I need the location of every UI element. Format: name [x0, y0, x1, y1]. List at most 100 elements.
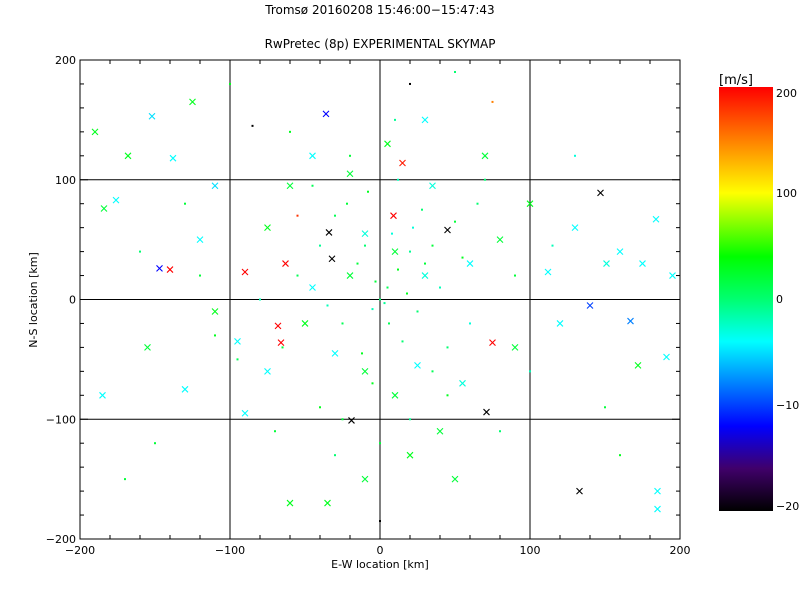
data-point-dot [371, 382, 374, 385]
colorbar-tick-label: 100 [776, 187, 797, 200]
data-point-dot [296, 214, 299, 217]
data-point-dot [476, 202, 479, 205]
colorbar-tick-label: 200 [776, 87, 797, 100]
data-point-dot [214, 334, 216, 337]
data-point-dot [409, 418, 411, 421]
data-point-dot [236, 358, 239, 361]
x-tick-label: −200 [65, 544, 95, 557]
colorbar-tick-labels: 200 100 0 −100 −200 [776, 87, 800, 513]
data-point-cross [322, 110, 330, 118]
data-point-dot [124, 478, 126, 481]
x-axis-label: E-W location [km] [331, 558, 429, 571]
data-point-dot [379, 520, 381, 523]
data-point-cross [100, 205, 108, 212]
data-point-dot [289, 130, 291, 133]
data-point-dot [334, 454, 336, 457]
colorbar-tick-label: −200 [776, 500, 800, 513]
data-point-cross [211, 182, 219, 190]
data-point-dot [364, 244, 366, 247]
data-point-cross [669, 272, 676, 279]
data-point-cross [603, 260, 610, 267]
data-point-cross [436, 427, 444, 435]
colorbar [719, 87, 773, 511]
data-point-dot [184, 202, 186, 205]
data-point-cross [489, 339, 496, 346]
data-point-cross [526, 200, 534, 208]
data-point-cross [481, 152, 489, 160]
data-point-cross [444, 226, 451, 234]
data-point-dot [409, 82, 411, 85]
data-point-cross [156, 264, 163, 272]
axis-ticks [79, 59, 681, 540]
data-point-dot [341, 418, 344, 421]
data-point-dot [412, 226, 414, 229]
data-point-dot [406, 292, 408, 295]
data-point-dot [574, 154, 576, 157]
data-point-dot [367, 190, 369, 193]
data-point-cross [414, 361, 421, 369]
x-tick-label: 200 [670, 544, 691, 557]
data-point-cross [483, 408, 490, 416]
data-point-cross [346, 272, 354, 279]
data-point-dot [491, 100, 494, 103]
data-point-dot [499, 430, 501, 433]
data-point-cross [346, 170, 354, 178]
x-tick-label: −100 [215, 544, 245, 557]
data-point-cross [328, 255, 336, 263]
data-point-cross [148, 112, 156, 120]
data-point-dot [484, 178, 486, 181]
data-point-cross [654, 487, 661, 495]
x-tick-label: 0 [377, 544, 384, 557]
data-point-cross [112, 196, 120, 204]
data-point-cross [264, 367, 271, 375]
data-point-dot [379, 298, 381, 301]
data-point-cross [496, 236, 504, 244]
data-point-dot [388, 322, 390, 325]
data-point-cross [241, 268, 249, 276]
data-point-cross [421, 272, 429, 279]
y-tick-label: −100 [46, 413, 76, 426]
data-point-dot [431, 244, 434, 247]
data-point-cross [654, 505, 661, 513]
data-point-cross [309, 152, 316, 160]
data-point-cross [169, 154, 177, 162]
data-point-cross [91, 128, 99, 136]
colorbar-tick-label: 0 [776, 293, 783, 306]
data-point-dot [454, 70, 456, 73]
data-point-cross [166, 266, 174, 273]
data-point-cross [406, 451, 414, 459]
data-point-cross [429, 182, 436, 190]
data-point-dot [409, 250, 411, 253]
data-point-cross [576, 487, 583, 495]
chart-title: Tromsø 20160208 15:46:00−15:47:43 [264, 3, 494, 17]
data-point-cross [324, 499, 331, 507]
data-point-cross [211, 308, 219, 315]
data-point-dot [394, 118, 396, 121]
data-point-dot [154, 442, 156, 445]
data-point-cross [616, 248, 624, 255]
data-point-cross [282, 260, 289, 267]
data-point-dot [374, 280, 377, 283]
data-point-dot [461, 256, 464, 259]
data-point-cross [544, 268, 552, 276]
data-point-cross [361, 475, 369, 483]
data-point-dot [424, 262, 426, 265]
data-point-dot [439, 286, 441, 289]
x-tick-label: 100 [520, 544, 541, 557]
data-point-cross [384, 140, 391, 148]
data-point-dot [397, 178, 399, 181]
data-point-dot [251, 124, 254, 127]
data-point-cross [399, 159, 406, 167]
data-point-dot [416, 310, 419, 313]
data-point-cross [189, 98, 196, 106]
data-point-cross [652, 215, 660, 223]
data-point-cross [586, 302, 594, 309]
data-points [91, 70, 676, 523]
data-point-cross [391, 391, 399, 399]
data-point-dot [371, 308, 374, 311]
data-point-dot [356, 262, 359, 265]
data-point-dot [446, 394, 449, 397]
data-point-cross [421, 116, 429, 124]
data-point-dot [397, 268, 399, 271]
